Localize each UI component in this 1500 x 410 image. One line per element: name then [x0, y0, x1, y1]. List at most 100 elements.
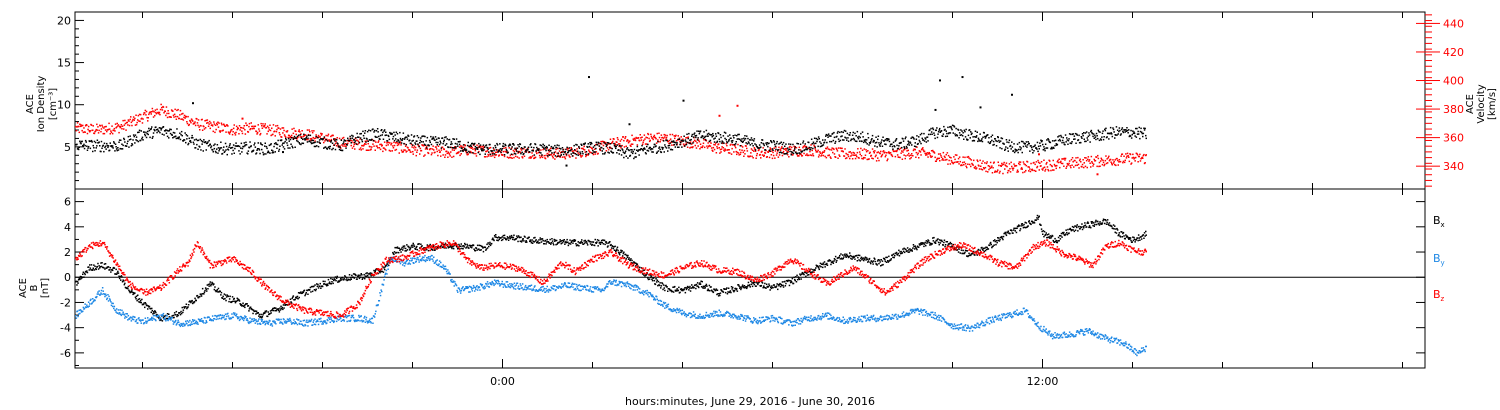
density-point — [967, 139, 969, 141]
velocity-point — [991, 165, 993, 167]
density-point — [107, 145, 110, 147]
density-point — [403, 138, 406, 140]
density-point — [493, 149, 495, 152]
bx-series-point — [75, 280, 78, 283]
density-point — [375, 130, 378, 132]
density-point — [195, 138, 197, 141]
velocity-point — [716, 147, 719, 150]
velocity-point — [1124, 159, 1126, 162]
velocity-point — [147, 120, 149, 122]
density-point — [485, 144, 488, 146]
velocity-point — [869, 151, 871, 154]
velocity-point — [400, 144, 402, 146]
bx-series-point — [290, 301, 292, 303]
density-point — [507, 151, 509, 154]
velocity-point — [658, 132, 660, 134]
velocity-point — [201, 118, 203, 121]
density-point — [128, 146, 130, 148]
bx-series-point — [517, 235, 520, 237]
velocity-point — [318, 136, 320, 138]
density-point — [929, 129, 931, 131]
bx-series-point — [328, 282, 330, 285]
bottom-panel-frame — [74, 188, 1426, 369]
density-point — [661, 146, 663, 149]
bx-series-point — [575, 243, 577, 245]
density-point — [656, 151, 658, 153]
bx-series-point — [298, 296, 300, 299]
bx-series-point — [173, 316, 175, 319]
velocity-point — [312, 136, 314, 139]
bx-series-point — [559, 239, 561, 241]
velocity-point — [196, 118, 198, 120]
bx-series-point — [651, 279, 654, 282]
bx-series-point — [314, 289, 317, 292]
velocity-point — [954, 154, 957, 156]
density-point — [407, 134, 409, 137]
velocity-point — [1060, 162, 1063, 165]
velocity-point — [267, 130, 269, 133]
density-point — [1074, 132, 1077, 135]
velocity-point — [365, 149, 368, 151]
density-point — [1087, 135, 1090, 138]
bx-series-point — [691, 287, 694, 289]
velocity-point — [344, 143, 347, 145]
density-point — [562, 149, 564, 151]
density-point — [803, 149, 806, 151]
density-point — [245, 141, 247, 144]
velocity-point — [1081, 166, 1083, 168]
bx-series-point — [684, 291, 687, 294]
velocity-point — [1023, 171, 1026, 173]
density-point — [664, 144, 666, 146]
velocity-point — [906, 150, 908, 152]
velocity-point — [161, 109, 164, 111]
velocity-point — [837, 157, 839, 159]
density-point — [104, 146, 106, 149]
density-point — [992, 144, 994, 146]
velocity-point — [764, 152, 767, 154]
density-point — [769, 150, 771, 152]
velocity-point — [529, 156, 531, 158]
bx-series-point — [479, 249, 481, 251]
density-point — [672, 141, 674, 143]
velocity-point — [460, 153, 462, 155]
velocity-point — [720, 151, 722, 153]
velocity-point — [1082, 159, 1084, 161]
density-point — [873, 140, 875, 142]
velocity-point — [695, 147, 698, 149]
velocity-point — [650, 133, 652, 136]
density-point — [1118, 127, 1121, 129]
density-point — [610, 151, 613, 153]
density-point — [440, 142, 442, 144]
velocity-point — [338, 137, 341, 140]
velocity-point — [742, 151, 744, 154]
velocity-point — [922, 147, 924, 149]
bx-series-point — [699, 282, 701, 284]
velocity-point — [79, 123, 81, 125]
density-point — [911, 144, 913, 146]
velocity-point — [300, 133, 302, 135]
bx-series-point — [144, 306, 146, 309]
velocity-point — [627, 142, 630, 144]
velocity-point — [663, 133, 665, 136]
velocity-point — [1025, 169, 1027, 172]
velocity-point — [796, 153, 798, 156]
velocity-point — [107, 128, 110, 131]
density-point — [959, 134, 961, 136]
bottom-y-tick-label: 6 — [64, 196, 71, 209]
density-point — [450, 141, 453, 143]
density-point — [509, 144, 512, 146]
velocity-point — [260, 122, 262, 125]
velocity-point — [87, 125, 90, 128]
density-point — [475, 148, 477, 150]
bx-series-point — [478, 248, 480, 250]
velocity-point — [966, 166, 968, 169]
bx-series-point — [471, 245, 474, 247]
density-point — [130, 145, 133, 147]
velocity-point — [973, 159, 975, 162]
density-point — [419, 139, 422, 142]
velocity-point — [1013, 163, 1015, 165]
bx-series-point — [275, 309, 278, 312]
bx-series-point — [280, 308, 283, 310]
bx-series-point — [185, 303, 188, 305]
velocity-point — [1114, 163, 1116, 166]
